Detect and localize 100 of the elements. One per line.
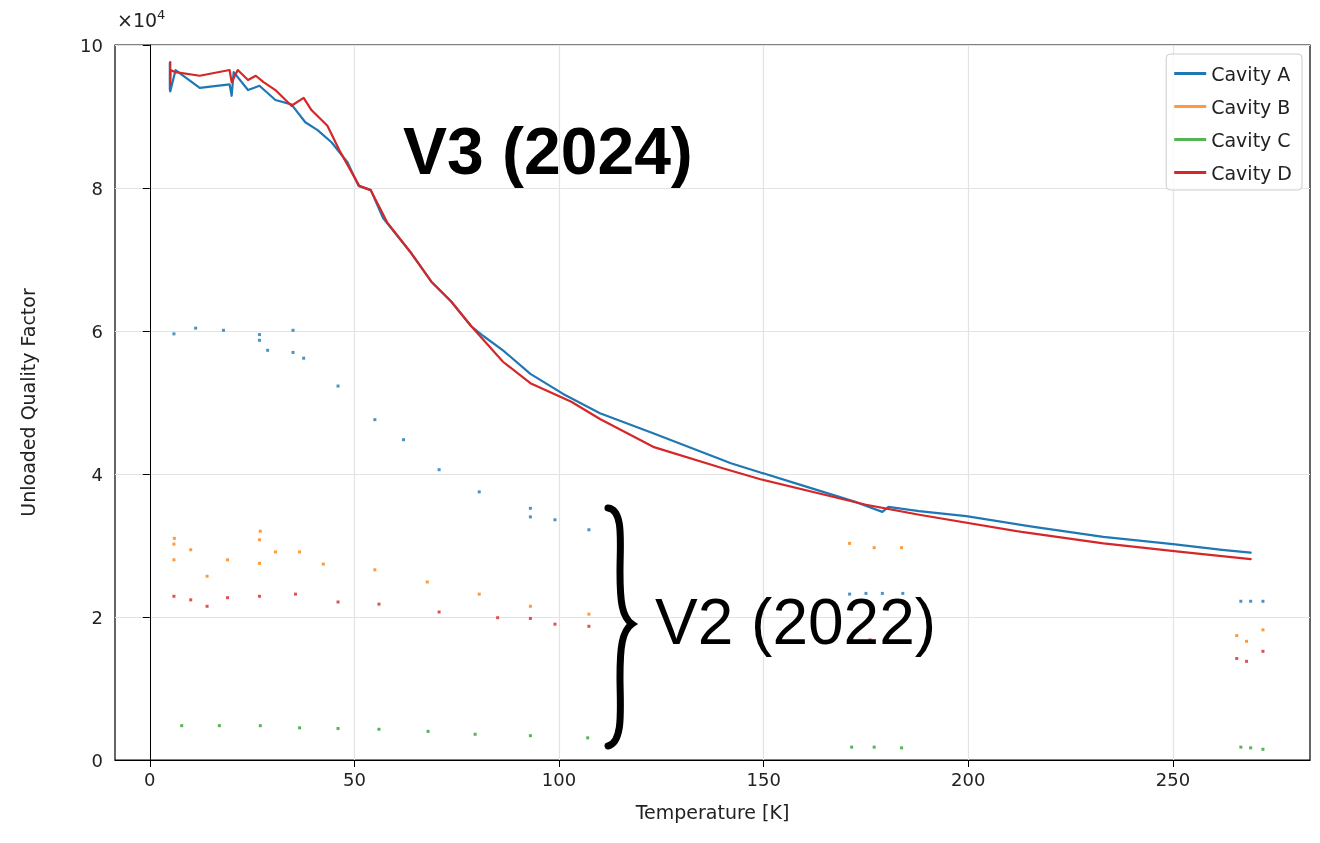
y-tick-label: 0 (91, 749, 103, 771)
y-tick-label: 2 (91, 606, 103, 628)
point (258, 724, 262, 728)
x-tick-label: 50 (342, 768, 366, 790)
point (872, 546, 876, 550)
point (528, 506, 532, 510)
point (900, 546, 904, 550)
y-axis-title: Unloaded Quality Factor (16, 288, 39, 517)
point (1235, 656, 1239, 660)
point (528, 616, 532, 620)
point (1261, 628, 1265, 632)
point (587, 624, 591, 628)
x-tick-label: 250 (1155, 768, 1191, 790)
point (1235, 634, 1239, 638)
point (426, 729, 430, 733)
point (553, 518, 557, 522)
point (425, 580, 429, 584)
point (1249, 746, 1253, 750)
point (864, 591, 868, 595)
y-tick-label: 10 (80, 34, 103, 56)
point (217, 724, 221, 728)
point (880, 591, 884, 595)
point (528, 515, 532, 519)
point (1249, 599, 1253, 603)
point (205, 574, 209, 578)
point (528, 734, 532, 738)
point (373, 418, 377, 422)
point (377, 727, 381, 731)
point (221, 328, 225, 332)
point (205, 604, 209, 608)
x-axis-title: Temperature [K] (634, 800, 790, 823)
point (257, 338, 261, 342)
point (172, 558, 176, 562)
point (528, 604, 532, 608)
point (586, 736, 590, 740)
point (848, 541, 852, 545)
point (257, 333, 261, 337)
point (872, 745, 876, 749)
point (553, 622, 557, 626)
x-tick-label: 200 (951, 768, 986, 790)
point (298, 726, 302, 730)
x-tick-label: 0 (144, 768, 156, 790)
point (377, 602, 381, 606)
legend-label: Cavity B (1211, 95, 1291, 118)
point (189, 598, 193, 602)
point (321, 562, 325, 566)
point (258, 529, 262, 533)
legend-label: Cavity D (1211, 161, 1292, 184)
legend-label: Cavity A (1211, 62, 1291, 85)
point (266, 348, 270, 352)
y-tick-label: 8 (91, 177, 103, 199)
point (336, 384, 340, 388)
point (900, 746, 904, 750)
point (477, 592, 481, 596)
point (194, 326, 198, 330)
point (1245, 659, 1249, 663)
point (189, 548, 193, 552)
point (273, 550, 277, 554)
point (901, 591, 905, 595)
point (226, 596, 230, 600)
point (1261, 649, 1265, 653)
point (172, 542, 176, 546)
point (437, 468, 441, 472)
point (257, 594, 261, 598)
point (180, 724, 184, 728)
point (293, 592, 297, 596)
point (850, 745, 854, 749)
point (257, 538, 261, 542)
point (172, 332, 176, 336)
point (373, 568, 377, 572)
y-tick-label: 6 (91, 320, 103, 342)
point (1261, 747, 1265, 751)
point (402, 438, 406, 442)
annotation: V3 (2024) (403, 114, 693, 188)
point (1239, 599, 1243, 603)
point (477, 490, 481, 494)
point (336, 600, 340, 604)
point (291, 328, 295, 332)
point (473, 732, 477, 736)
point (587, 612, 591, 616)
point (1239, 745, 1243, 749)
annotation: V2 (2022) (655, 586, 937, 658)
x-tick-label: 100 (541, 768, 577, 790)
point (587, 528, 591, 532)
point (172, 594, 176, 598)
point (226, 558, 230, 562)
point (302, 356, 306, 360)
point (848, 592, 852, 596)
point (336, 727, 340, 731)
point (291, 350, 295, 354)
point (172, 536, 176, 540)
point (257, 561, 261, 565)
point (1261, 599, 1265, 603)
point (1245, 639, 1249, 643)
point (298, 550, 302, 554)
y-tick-label: 4 (91, 463, 103, 485)
x-tick-label: 150 (746, 768, 781, 790)
point (496, 616, 500, 620)
point (437, 610, 441, 614)
legend-label: Cavity C (1211, 128, 1291, 151)
